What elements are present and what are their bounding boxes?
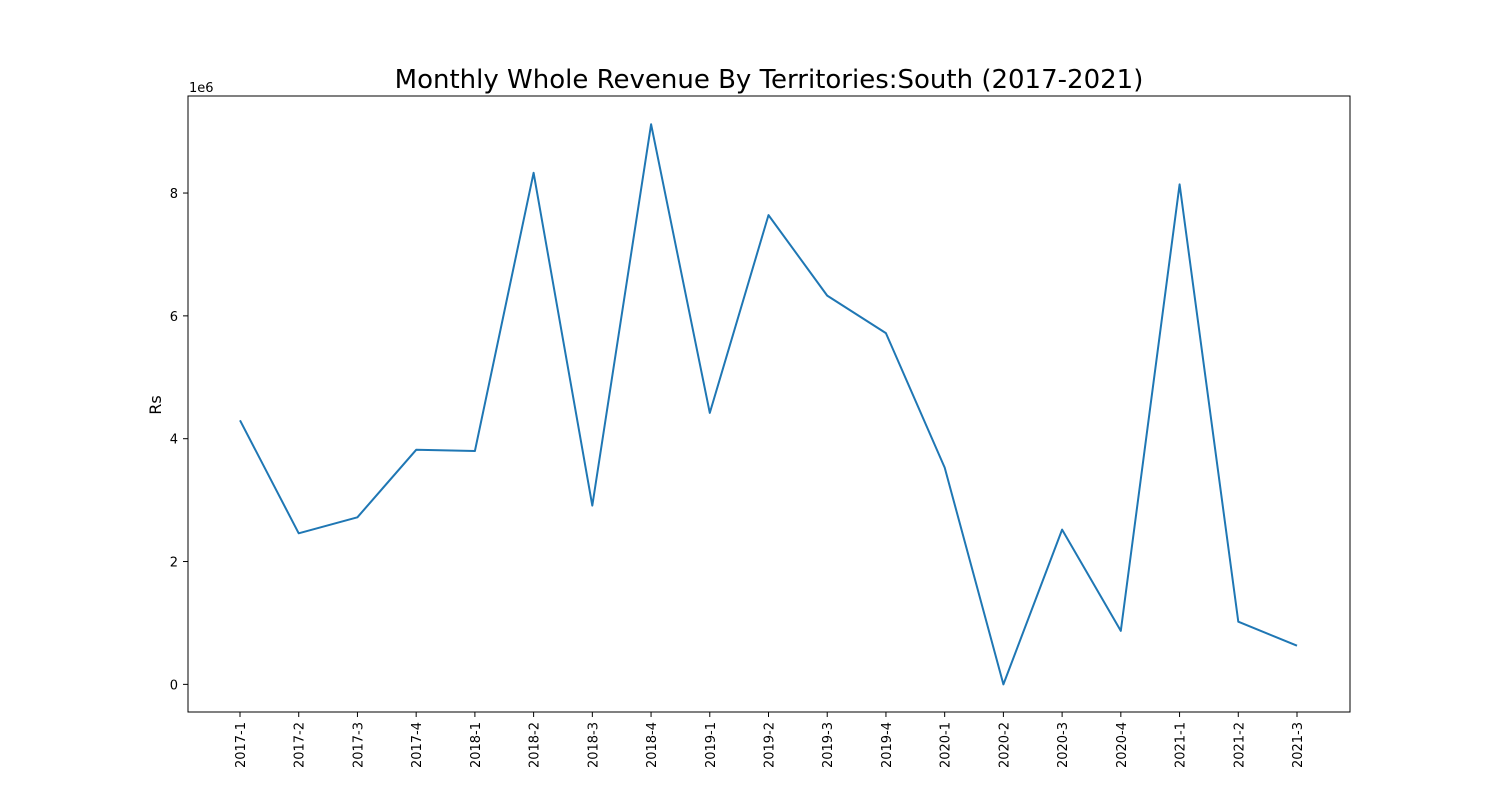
x-tick-label: 2020-3 — [1056, 722, 1071, 768]
x-tick-label: 2020-4 — [1115, 722, 1130, 768]
y-axis-label: Rs — [146, 395, 165, 414]
x-tick-label: 2017-2 — [293, 722, 308, 768]
y-tick-label: 8 — [170, 187, 178, 202]
x-tick-label: 2018-1 — [469, 722, 484, 768]
y-tick-label: 6 — [170, 310, 178, 325]
plot-area — [239, 123, 1298, 686]
x-tick-label: 2021-1 — [1174, 722, 1189, 768]
x-axis: 2017-1 2017-2 2017-3 2017-4 2018-1 2018-2 2018… — [234, 712, 1306, 768]
y-tick-label: 4 — [170, 433, 178, 448]
x-tick-label: 2018-2 — [528, 722, 543, 768]
x-tick-label: 2019-1 — [704, 722, 719, 768]
y-tick-label: 0 — [170, 678, 178, 693]
x-tick-label: 2019-3 — [821, 722, 836, 768]
y-axis-offset-label: 1e6 — [189, 81, 214, 96]
x-tick-label: 2018-4 — [645, 722, 660, 768]
x-tick-label: 2017-3 — [351, 722, 366, 768]
plot-frame — [187, 95, 1351, 713]
series-line — [239, 123, 1298, 686]
chart-title: Monthly Whole Revenue By Territories:Sou… — [395, 65, 1144, 95]
x-tick-label: 2019-2 — [763, 722, 778, 768]
y-axis: 0 2 4 6 8 — [170, 187, 188, 693]
x-tick-label: 2020-2 — [997, 722, 1012, 768]
x-tick-label: 2021-2 — [1232, 722, 1247, 768]
x-tick-label: 2020-1 — [939, 722, 954, 768]
x-tick-label: 2017-1 — [234, 722, 249, 768]
y-tick-label: 2 — [170, 556, 178, 571]
x-tick-label: 2017-4 — [410, 722, 425, 768]
x-tick-label: 2021-3 — [1291, 722, 1306, 768]
x-tick-label: 2018-3 — [586, 722, 601, 768]
x-tick-label: 2019-4 — [880, 722, 895, 768]
